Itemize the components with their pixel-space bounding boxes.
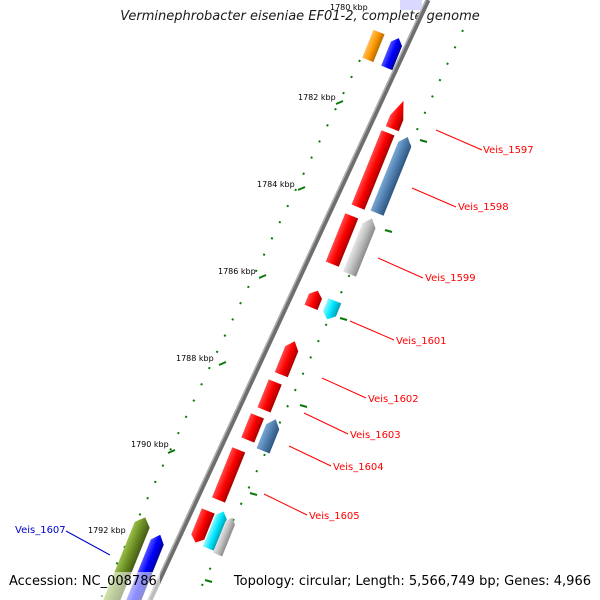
tick-label-1786: 1786 kbp [218, 267, 256, 276]
outer-ticks [204, 139, 428, 583]
label-leader-line-veis-1607 [65, 530, 111, 556]
gene-veis-1604-arrow[interactable] [241, 413, 264, 443]
gene-veis-1598-arrow[interactable] [351, 130, 395, 210]
bottom-overlay-left [100, 572, 160, 600]
feature-blue-top[interactable] [381, 36, 404, 71]
feature-top-faded [400, 0, 422, 10]
gene-label-veis-1599[interactable]: Veis_1599 [425, 273, 476, 284]
tick-label-1780: 1780 kbp [330, 3, 368, 12]
label-leader-lines [263, 129, 483, 516]
genome-backbone-highlight [147, 0, 427, 600]
gene-label-veis-1597[interactable]: Veis_1597 [483, 145, 534, 156]
gene-veis-1598b-arrow[interactable] [370, 134, 415, 216]
gene-label-veis-1598[interactable]: Veis_1598 [458, 202, 509, 213]
tick-label-1788: 1788 kbp [176, 354, 214, 363]
gene-veis-1602-arrow[interactable] [274, 339, 301, 378]
gene-veis-1604b-arrow[interactable] [256, 417, 283, 454]
gene-veis-1599-arrow[interactable] [325, 213, 359, 267]
gene-label-veis-1604[interactable]: Veis_1604 [333, 462, 384, 473]
tick-label-1782: 1782 kbp [298, 93, 336, 102]
genome-summary-text: Topology: circular; Length: 5,566,749 bp… [233, 574, 591, 589]
gene-veis-1605-arrow[interactable] [212, 447, 246, 503]
gene-veis-1599b-arrow[interactable] [343, 216, 378, 277]
tick-label-1784: 1784 kbp [257, 180, 295, 189]
genome-backbone [147, 0, 431, 600]
gene-label-veis-1603[interactable]: Veis_1603 [350, 430, 401, 441]
map-title: Verminephrobacter eiseniae EF01-2, compl… [120, 9, 480, 24]
major-ticks [129, 100, 344, 539]
gene-label-veis-1607[interactable]: Veis_1607 [15, 525, 66, 536]
gene-cyan-bottom-arrow[interactable] [202, 509, 229, 551]
gene-label-veis-1601[interactable]: Veis_1601 [396, 336, 447, 347]
tick-label-1792: 1792 kbp [88, 526, 126, 535]
gene-gray-bottom-arrow[interactable] [212, 516, 237, 557]
gene-label-veis-1605[interactable]: Veis_1605 [309, 511, 360, 522]
gene-veis-1601-arrow[interactable] [304, 288, 325, 311]
gene-veis-1597-arrow[interactable] [385, 98, 410, 132]
gene-veis-1601b-arrow[interactable] [321, 298, 342, 322]
accession-text: Accession: NC_008786 [9, 574, 157, 589]
gene-label-veis-1602[interactable]: Veis_1602 [368, 394, 419, 405]
feature-orange[interactable] [362, 29, 385, 63]
gene-veis-1603-arrow[interactable] [257, 379, 282, 413]
gene-veis-1605b-arrow[interactable] [189, 508, 215, 545]
tick-label-1790: 1790 kbp [131, 440, 169, 449]
